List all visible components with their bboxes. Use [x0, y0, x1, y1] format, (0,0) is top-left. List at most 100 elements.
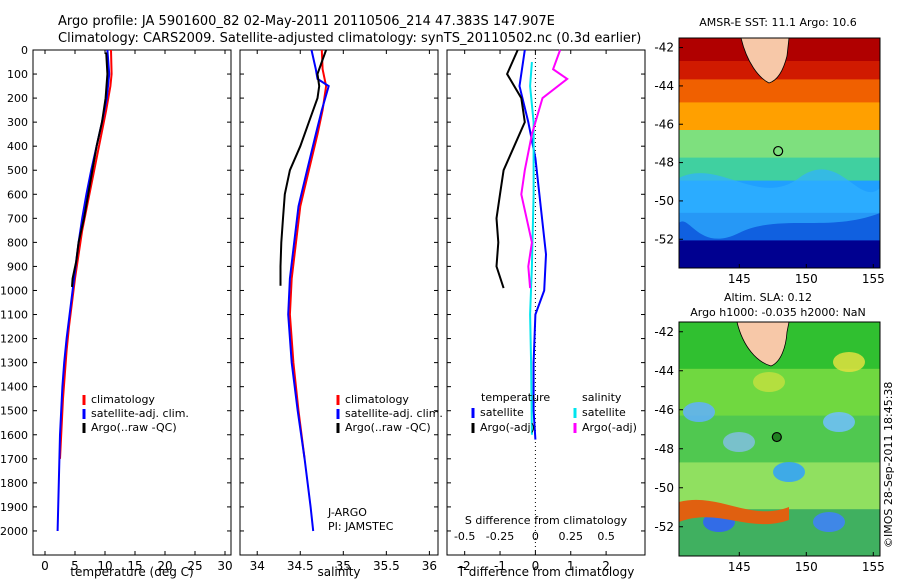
sla-high-band — [679, 499, 789, 525]
y-tick-label: 400 — [7, 140, 28, 153]
header-line1: Argo profile: JA 5901600_82 02-May-2011 … — [58, 14, 555, 29]
temperature-axes-box — [32, 49, 232, 556]
sla-blob — [723, 432, 755, 452]
y-tick-label: 500 — [7, 164, 28, 177]
salinity-ticks: 34 34.5 35 35.5 36 — [240, 49, 438, 573]
legend-label: satellite-adj. clim. — [91, 407, 189, 420]
sla-blob — [833, 352, 865, 372]
map-y-tick-label: -46 — [654, 117, 674, 131]
series-line — [288, 49, 328, 459]
y-tick-label: 1400 — [0, 381, 28, 394]
y-tick-label: 2000 — [0, 525, 28, 538]
sla-map-title: Altim. SLA: 0.12 — [724, 291, 812, 304]
sla-blob — [813, 512, 845, 532]
tasmania-land — [740, 37, 790, 84]
header-line2: Climatology: CARS2009. Satellite-adjuste… — [58, 31, 641, 46]
series-line — [71, 52, 109, 287]
y-tick-label: 1900 — [0, 501, 28, 514]
map-y-tick-label: -42 — [654, 325, 674, 339]
y-tick-label: 100 — [7, 68, 28, 81]
x-tick-top-label: -0.25 — [486, 530, 514, 543]
map-band — [679, 102, 880, 131]
panel-sla-map: Altim. SLA: 0.12 Argo h1000: -0.035 h200… — [654, 291, 884, 574]
x-tick-label: 0 — [41, 559, 49, 573]
legend-label: satellite — [480, 406, 524, 419]
timestamp-stamp: ©IMOS 28-Sep-2011 18:45:38 — [882, 382, 895, 548]
difference-series — [495, 49, 569, 440]
salinity-series — [279, 49, 330, 532]
x-tick-label: 30 — [217, 559, 232, 573]
x-tick-label: 15 — [127, 559, 142, 573]
legend-label: Argo(-adj) — [480, 421, 535, 434]
x-tick-label: 34.5 — [287, 559, 314, 573]
sst-map-title: AMSR-E SST: 11.1 Argo: 10.6 — [699, 16, 857, 29]
map-y-tick-label: -44 — [654, 364, 674, 378]
x-tick-label: -1 — [494, 559, 506, 573]
x-tick-label: 10 — [97, 559, 112, 573]
salinity-xlabel: salinity — [317, 565, 360, 579]
map-y-tick-label: -52 — [654, 520, 674, 534]
map-x-tick-label: 150 — [795, 560, 818, 574]
x-tick-label: 34 — [250, 559, 265, 573]
difference-legend: temperature salinity satellite Argo(-adj) sa… — [471, 391, 637, 434]
sla-blob — [683, 402, 715, 422]
series-line — [520, 49, 569, 289]
legend-label: satellite — [582, 406, 626, 419]
sla-blob — [753, 372, 785, 392]
x-tick-top-label: 0 — [532, 530, 539, 543]
difference-axes-box — [446, 49, 646, 556]
x-tick-label: 0 — [532, 559, 540, 573]
x-tick-label: 1 — [567, 559, 575, 573]
y-tick-label: 1100 — [0, 309, 28, 322]
legend-label: climatology — [91, 393, 155, 406]
legend-label: Argo(-adj) — [582, 421, 637, 434]
temperature-ticks: 0 5 10 15 20 25 300100200300400500600700800900… — [0, 44, 233, 573]
series-line — [287, 49, 330, 532]
legend-label: satellite-adj. clim. — [345, 407, 443, 420]
y-tick-label: 1800 — [0, 477, 28, 490]
series-line — [518, 49, 548, 440]
map-band — [679, 79, 880, 103]
x-tick-top-label: 0.25 — [559, 530, 584, 543]
salinity-axes-box — [239, 49, 439, 556]
x-tick-label: 5 — [71, 559, 79, 573]
y-tick-label: 1500 — [0, 405, 28, 418]
legend-header-salinity: salinity — [582, 391, 622, 404]
map-y-tick-label: -50 — [654, 194, 674, 208]
series-line — [279, 49, 328, 286]
map-y-tick-label: -48 — [654, 156, 674, 170]
x-tick-top-label: -0.5 — [454, 530, 475, 543]
map-band — [679, 130, 880, 159]
sst-map-image — [679, 37, 880, 269]
panel-temperature: 0 5 10 15 20 25 300100200300400500600700800900… — [0, 44, 233, 579]
x-tick-label: 36 — [422, 559, 437, 573]
sla-blob — [823, 412, 855, 432]
y-tick-label: 800 — [7, 236, 28, 249]
sla-map-image — [679, 321, 880, 557]
map-y-tick-label: -46 — [654, 403, 674, 417]
panel-difference: -2 -1 0 1 2 -0.5 -0.25 0 0.25 0.5 S difference fr… — [446, 49, 646, 579]
y-tick-label: 0 — [21, 44, 28, 57]
legend-label: climatology — [345, 393, 409, 406]
map-x-tick-label: 145 — [728, 272, 751, 286]
sla-blob — [773, 462, 805, 482]
map-x-tick-label: 145 — [728, 560, 751, 574]
x-tick-label: 2 — [602, 559, 610, 573]
x-tick-label: 20 — [157, 559, 172, 573]
y-tick-label: 1700 — [0, 453, 28, 466]
series-line — [59, 49, 113, 459]
series-line — [529, 61, 535, 435]
panel-sst-map: AMSR-E SST: 11.1 Argo: 10.6 145 150 155 -42… — [654, 16, 884, 286]
salinity-annotation-project: J-ARGO — [327, 506, 367, 519]
panel-salinity: 34 34.5 35 35.5 36 salinity climatologysatel… — [239, 49, 443, 579]
map-y-tick-label: -52 — [654, 232, 674, 246]
y-tick-label: 700 — [7, 212, 28, 225]
map-y-tick-label: -44 — [654, 79, 674, 93]
temperature-series — [56, 49, 113, 532]
y-tick-label: 1600 — [0, 429, 28, 442]
y-tick-label: 300 — [7, 116, 28, 129]
sst-map-ticks: 145 150 155 -42 -44 -46 -48 -50 -52 — [654, 41, 884, 286]
